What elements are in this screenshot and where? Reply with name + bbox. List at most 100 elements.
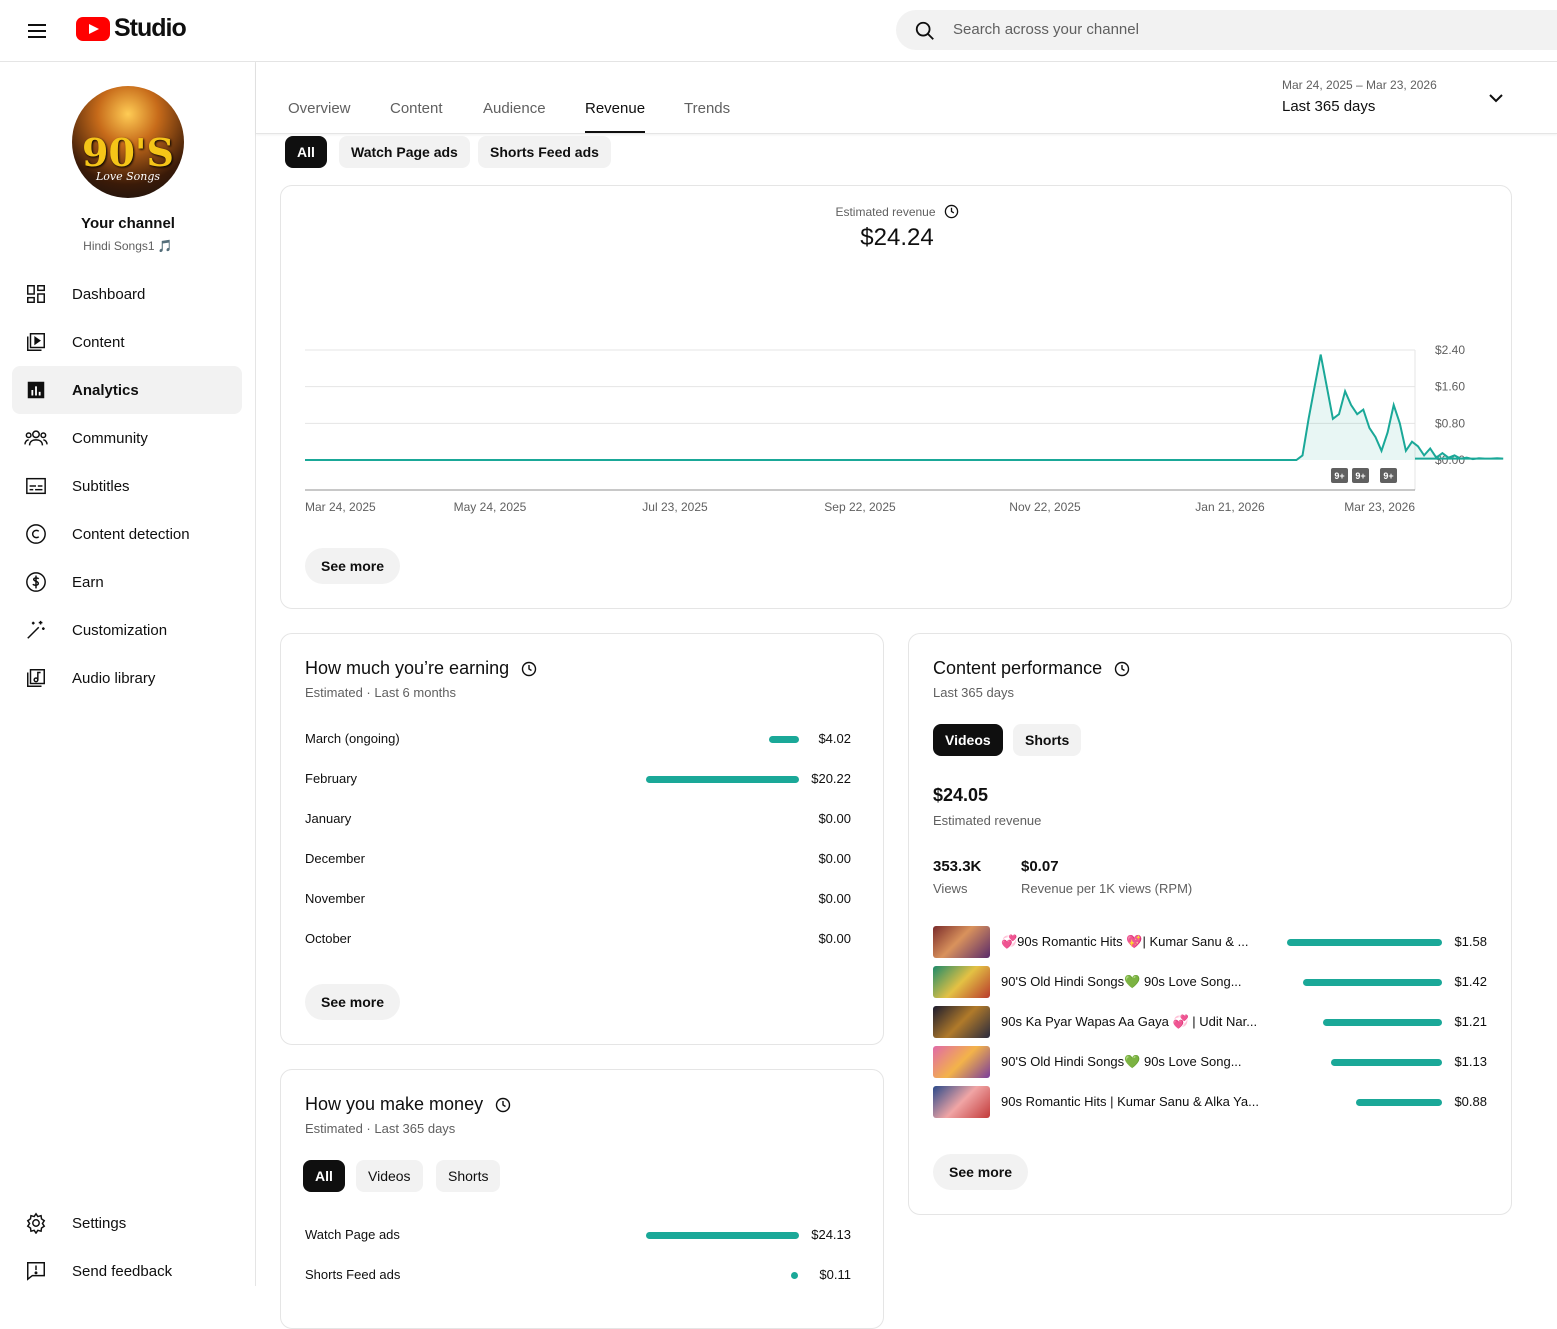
sidebar-item-dashboard[interactable]: Dashboard [12, 270, 242, 318]
make-money-subtitle: Estimated · Last 365 days [305, 1121, 456, 1136]
video-publish-badge[interactable]: 9+ [1331, 468, 1348, 483]
video-thumbnail[interactable] [933, 926, 990, 958]
search-input[interactable]: Search across your channel [953, 21, 1139, 38]
video-title[interactable]: 90'S Old Hindi Songs💚 90s Love Song... [1001, 974, 1242, 989]
money-bar [646, 1232, 799, 1239]
sidebar-item-label: Analytics [72, 381, 139, 399]
earning-row-value: $4.02 [818, 731, 851, 746]
video-revenue: $1.42 [1454, 974, 1487, 989]
sidebar-item-label: Settings [72, 1214, 127, 1232]
sidebar-item-label: Earn [72, 573, 104, 591]
sidebar-item-label: Content [72, 333, 125, 351]
sidebar-item-label: Send feedback [72, 1262, 173, 1280]
chip-all[interactable]: All [285, 136, 327, 168]
chip-all[interactable]: All [303, 1160, 345, 1192]
sidebar-item-label: Dashboard [72, 285, 146, 303]
see-more-button[interactable]: See more [305, 548, 401, 584]
video-title[interactable]: 90'S Old Hindi Songs💚 90s Love Song... [1001, 1054, 1242, 1069]
tab-trends[interactable]: Trends [684, 100, 731, 117]
money-row-value: $0.11 [819, 1267, 851, 1282]
see-more-button[interactable]: See more [933, 1154, 1029, 1190]
top-bar: Studio Search across your channel [0, 0, 1557, 62]
sidebar-item-earn[interactable]: Earn [12, 558, 242, 606]
video-bar [1287, 939, 1442, 946]
avatar-logo-subtext: Love Songs [95, 170, 161, 183]
x-tick-label: Sep 22, 2025 [824, 500, 896, 514]
video-thumbnail[interactable] [933, 1006, 990, 1038]
revenue-area [305, 354, 1504, 460]
analytics-icon [24, 378, 48, 402]
x-tick-label: May 24, 2025 [454, 500, 527, 514]
chip-shorts-feed-ads[interactable]: Shorts Feed ads [478, 136, 611, 168]
earning-row-label: October [305, 931, 352, 946]
dashboard-icon [24, 282, 48, 306]
tab-content[interactable]: Content [390, 100, 443, 117]
video-title[interactable]: 90s Romantic Hits | Kumar Sanu & Alka Ya… [1001, 1094, 1259, 1109]
sidebar-item-customization[interactable]: Customization [12, 606, 242, 654]
chip-videos[interactable]: Videos [933, 724, 1003, 756]
search-bar[interactable]: Search across your channel [896, 10, 1557, 50]
video-publish-badge[interactable]: 9+ [1380, 468, 1397, 483]
date-range-label: Last 365 days [1282, 98, 1376, 115]
earning-row-value: $0.00 [818, 851, 851, 866]
chip-watch-page-ads[interactable]: Watch Page ads [339, 136, 470, 168]
menu-icon[interactable] [26, 20, 50, 40]
money-row-label: Shorts Feed ads [305, 1267, 401, 1282]
revenue-total: $24.24 [860, 224, 934, 251]
video-thumbnail[interactable] [933, 966, 990, 998]
chip-videos[interactable]: Videos [356, 1160, 423, 1192]
sidebar-item-content[interactable]: Content [12, 318, 242, 366]
badge-label: 9+ [1355, 471, 1365, 481]
revenue-card: Estimated revenue $24.24 $0.00 $0.80 $1.60… [280, 185, 1512, 609]
video-title[interactable]: 90s Ka Pyar Wapas Aa Gaya 💞 | Udit Nar..… [1001, 1014, 1258, 1029]
gear-icon [24, 1211, 48, 1235]
tab-audience[interactable]: Audience [483, 100, 546, 117]
video-thumbnail[interactable] [933, 1046, 990, 1078]
video-publish-badge[interactable]: 9+ [1352, 468, 1369, 483]
sidebar-item-settings[interactable]: Settings [12, 1199, 242, 1247]
channel-avatar[interactable]: 90'S Love Songs [72, 86, 184, 198]
audio-library-icon [24, 666, 48, 690]
views-value: 353.3K [933, 858, 982, 875]
sidebar-item-send-feedback[interactable]: Send feedback [12, 1247, 242, 1295]
sidebar-item-community[interactable]: Community [12, 414, 242, 462]
badge-bg [1352, 468, 1369, 483]
revenue-line [305, 354, 1504, 461]
sidebar-item-label: Subtitles [72, 477, 130, 495]
magic-wand-icon [24, 618, 48, 642]
clock-icon [521, 661, 537, 676]
content-icon [24, 330, 48, 354]
earning-bar [768, 736, 799, 743]
tab-overview[interactable]: Overview [288, 100, 351, 117]
rpm-label: Revenue per 1K views (RPM) [1021, 881, 1193, 896]
sidebar-item-subtitles[interactable]: Subtitles [12, 462, 242, 510]
chip-shorts[interactable]: Shorts [436, 1160, 501, 1192]
video-revenue: $0.88 [1454, 1094, 1487, 1109]
earning-row-value: $0.00 [818, 931, 851, 946]
dollar-icon [24, 570, 48, 594]
copyright-icon [24, 522, 48, 546]
sidebar-item-label: Community [72, 429, 148, 447]
sidebar-item-analytics[interactable]: Analytics [12, 366, 242, 414]
video-title[interactable]: 💞90s Romantic Hits 💖| Kumar Sanu & ... [1001, 934, 1249, 949]
chip-shorts[interactable]: Shorts [1013, 724, 1082, 756]
tab-revenue[interactable]: Revenue [585, 100, 646, 133]
chevron-down-icon[interactable] [1488, 90, 1504, 106]
y-tick-label: $1.60 [1435, 380, 1465, 394]
sidebar-item-audio-library[interactable]: Audio library [12, 654, 242, 702]
y-tick-label: $2.40 [1435, 343, 1465, 357]
performance-subtitle: Last 365 days [933, 685, 1014, 700]
studio-logo[interactable]: Studio [76, 14, 187, 43]
sidebar-item-content-detection[interactable]: Content detection [12, 510, 242, 558]
video-thumbnail[interactable] [933, 1086, 990, 1118]
youtube-logo-icon [76, 16, 110, 41]
date-range-picker[interactable]: Mar 24, 2025 – Mar 23, 2026 Last 365 day… [1282, 78, 1437, 115]
badge-label: 9+ [1334, 471, 1344, 481]
see-more-button[interactable]: See more [305, 984, 401, 1020]
earning-row-label: February [305, 771, 358, 786]
channel-name: Your channel [81, 215, 175, 232]
subtitles-icon [24, 474, 48, 498]
make-money-card: How you make money Estimated · Last 365 … [280, 1069, 884, 1329]
earning-title: How much you’re earning [305, 658, 510, 678]
